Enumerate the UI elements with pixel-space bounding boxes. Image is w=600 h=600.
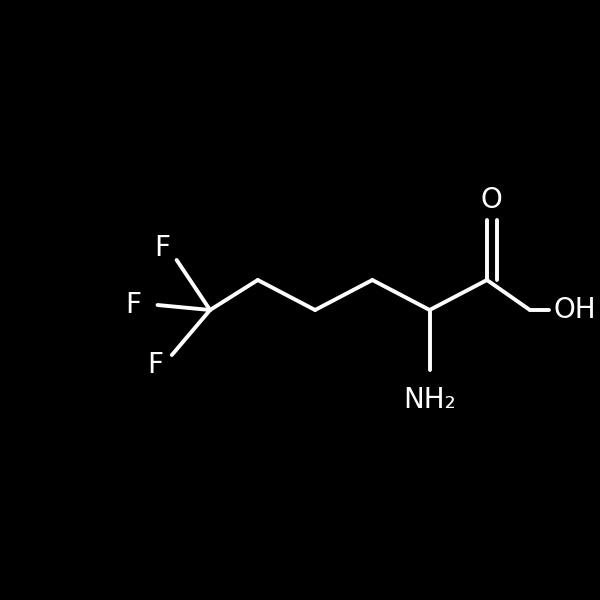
Text: F: F	[154, 234, 170, 262]
Text: O: O	[481, 186, 503, 214]
Text: F: F	[125, 291, 142, 319]
Text: F: F	[148, 351, 164, 379]
Text: NH₂: NH₂	[403, 386, 456, 414]
Text: OH: OH	[554, 296, 596, 324]
